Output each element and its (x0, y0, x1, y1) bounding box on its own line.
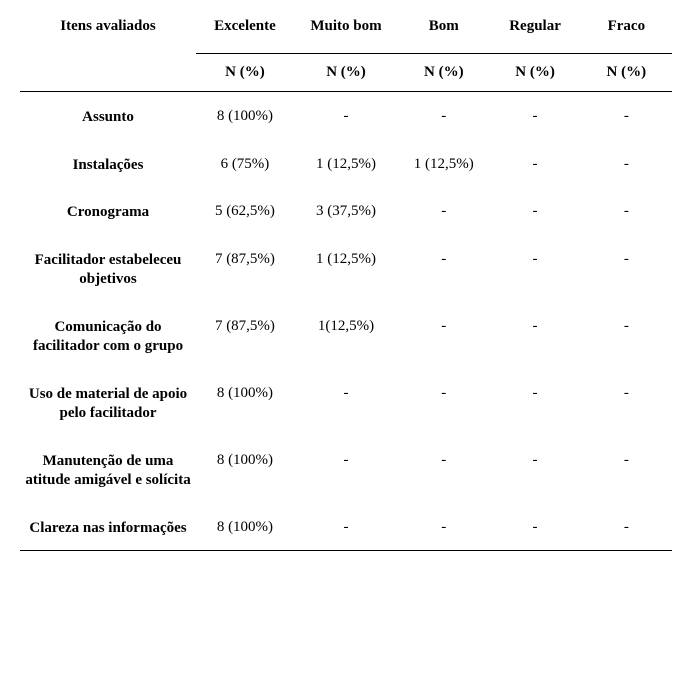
table-row: Comunicação do facilitador com o grupo 7… (20, 304, 672, 371)
cell: - (294, 505, 398, 551)
col-header-fraco: Fraco (581, 10, 672, 54)
cell: 1 (12,5%) (398, 142, 489, 190)
col-subheader-fraco: N (%) (581, 54, 672, 92)
table-row: Clareza nas informações 8 (100%) - - - - (20, 505, 672, 551)
col-subheader-bom: N (%) (398, 54, 489, 92)
cell: - (489, 237, 580, 304)
cell: - (581, 505, 672, 551)
cell: - (489, 142, 580, 190)
cell: - (398, 92, 489, 142)
row-item-label: Facilitador estabeleceu objetivos (22, 251, 194, 290)
cell: 1(12,5%) (294, 304, 398, 371)
row-item-label: Comunicação do facilitador com o grupo (22, 318, 194, 357)
cell: 8 (100%) (196, 438, 294, 505)
col-subheader-item (20, 54, 196, 92)
row-item-label: Manutenção de uma atitude amigável e sol… (22, 452, 194, 491)
cell: - (489, 438, 580, 505)
cell: - (581, 189, 672, 237)
cell: - (489, 371, 580, 438)
cell: 5 (62,5%) (196, 189, 294, 237)
cell: - (489, 92, 580, 142)
table-row: Manutenção de uma atitude amigável e sol… (20, 438, 672, 505)
row-item-label: Assunto (22, 108, 194, 128)
cell: - (294, 371, 398, 438)
cell: 8 (100%) (196, 371, 294, 438)
col-header-bom: Bom (398, 10, 489, 54)
cell: 3 (37,5%) (294, 189, 398, 237)
col-subheader-muito-bom: N (%) (294, 54, 398, 92)
col-subheader-excelente: N (%) (196, 54, 294, 92)
table-row: Assunto 8 (100%) - - - - (20, 92, 672, 142)
cell: - (581, 142, 672, 190)
cell: - (489, 304, 580, 371)
cell: - (398, 237, 489, 304)
cell: - (294, 92, 398, 142)
col-header-excelente: Excelente (196, 10, 294, 54)
cell: - (398, 304, 489, 371)
cell: - (398, 189, 489, 237)
row-item-label: Clareza nas informações (22, 519, 194, 539)
table-header-row: Itens avaliados Excelente Muito bom Bom … (20, 10, 672, 54)
col-header-regular: Regular (489, 10, 580, 54)
evaluation-table: Itens avaliados Excelente Muito bom Bom … (20, 10, 672, 551)
table-row: Facilitador estabeleceu objetivos 7 (87,… (20, 237, 672, 304)
table-row: Instalações 6 (75%) 1 (12,5%) 1 (12,5%) … (20, 142, 672, 190)
col-header-item: Itens avaliados (20, 10, 196, 54)
table-subheader-row: N (%) N (%) N (%) N (%) N (%) (20, 54, 672, 92)
cell: - (398, 505, 489, 551)
cell: 8 (100%) (196, 92, 294, 142)
cell: - (489, 505, 580, 551)
cell: 8 (100%) (196, 505, 294, 551)
table-row: Uso de material de apoio pelo facilitado… (20, 371, 672, 438)
cell: - (398, 371, 489, 438)
cell: - (294, 438, 398, 505)
cell: 1 (12,5%) (294, 142, 398, 190)
cell: - (398, 438, 489, 505)
row-item-label: Uso de material de apoio pelo facilitado… (22, 385, 194, 424)
cell: - (581, 371, 672, 438)
cell: 7 (87,5%) (196, 304, 294, 371)
row-item-label: Instalações (22, 156, 194, 176)
row-item-label: Cronograma (22, 203, 194, 223)
cell: - (581, 92, 672, 142)
col-subheader-regular: N (%) (489, 54, 580, 92)
cell: - (581, 237, 672, 304)
col-header-muito-bom: Muito bom (294, 10, 398, 54)
cell: - (581, 304, 672, 371)
table-body: Assunto 8 (100%) - - - - Instalações 6 (… (20, 92, 672, 551)
cell: 7 (87,5%) (196, 237, 294, 304)
cell: - (489, 189, 580, 237)
cell: 6 (75%) (196, 142, 294, 190)
cell: - (581, 438, 672, 505)
table-row: Cronograma 5 (62,5%) 3 (37,5%) - - - (20, 189, 672, 237)
cell: 1 (12,5%) (294, 237, 398, 304)
